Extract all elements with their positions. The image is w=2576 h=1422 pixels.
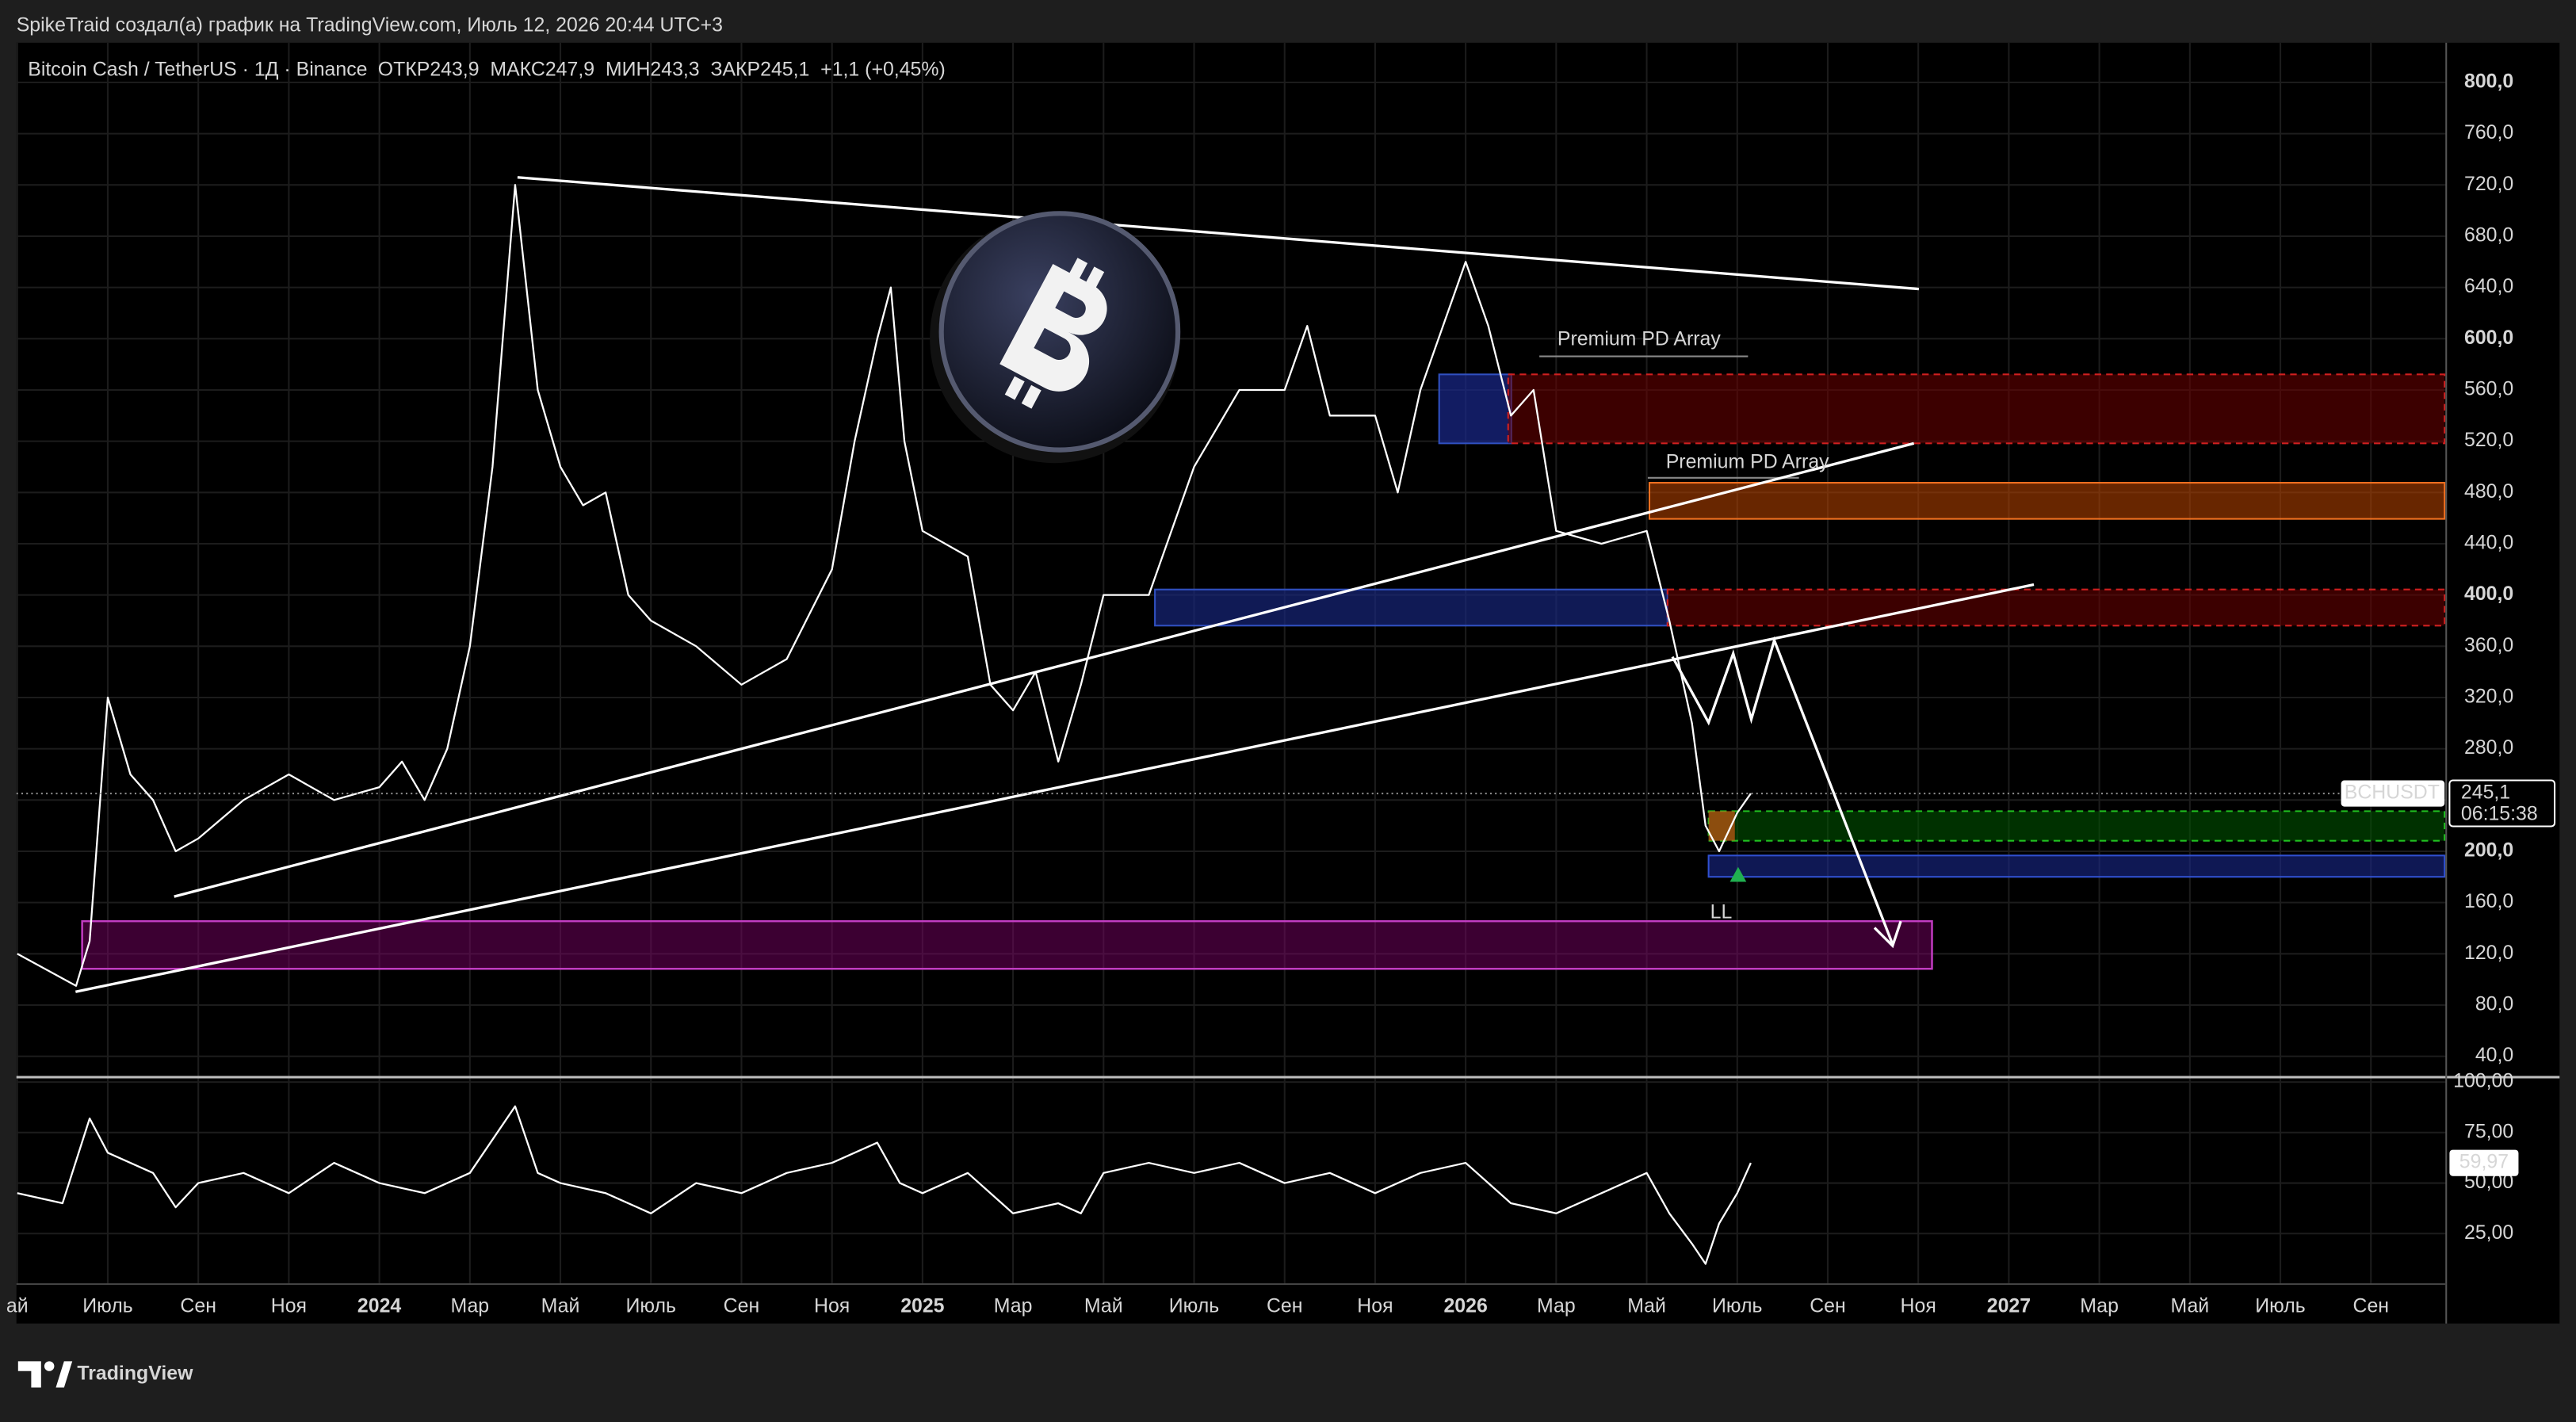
order-block [1438,373,1512,445]
chart-area [16,42,2560,1324]
x-tick-label: Сен [724,1295,760,1317]
x-tick-label: Май [1627,1295,1666,1317]
annotation: Premium PD Array [1557,327,1721,350]
attribution: SpikeTraid создал(а) график на TradingVi… [17,14,723,36]
b-bar [1004,376,1025,400]
x-tick-label: Мар [450,1295,489,1317]
x-tick-label: Мар [994,1295,1033,1317]
x-tick-label: Май [541,1295,580,1317]
x-tick-label: Сен [180,1295,216,1317]
x-tick-label: Ноя [814,1295,850,1317]
logo-part [55,1361,73,1388]
order-block [1707,854,2446,878]
x-tick-label: Сен [1810,1295,1846,1317]
y-tick-label: 280,0 [2464,736,2513,759]
x-tick-label: Июль [1169,1295,1219,1317]
annotation: Premium PD Array [1666,451,1829,473]
trend-line [75,583,2035,993]
signal-arrow [1729,866,1747,882]
supply-zone [1666,588,2446,627]
countdown: 06:15:38 [2461,803,2538,825]
logo-part [44,1361,55,1371]
b-bar [1084,266,1105,291]
demand-zone [81,919,1933,970]
coin-icon [930,211,1181,464]
y-tick-label: 320,0 [2464,686,2513,708]
x-tick-label: Июль [2255,1295,2305,1317]
y-tick-label: 80,0 [2475,993,2513,1015]
symbol-tag-label: BCHUSDT [2345,782,2440,804]
x-tick-label: 2025 [900,1295,944,1317]
x-tick-label: Сен [1267,1295,1303,1317]
x-tick-label: Сен [2352,1295,2389,1317]
y-tick-label: 400,0 [2464,583,2513,605]
annotation: LL [1710,900,1733,923]
brand-logo: TradingView [17,1361,193,1388]
logo-part [17,1361,41,1388]
trend-line [174,442,1915,898]
b-bar [1068,258,1088,282]
x-tick-label: 2026 [1443,1295,1487,1317]
price-tag-value: 245,1 [2461,782,2510,804]
rsi-tag-value: 59,97 [2459,1151,2509,1173]
y-tick-label: 120,0 [2464,942,2513,964]
drawings: Premium PD Array Premium PD Array LL [75,176,2446,993]
y-tick-label: 720,0 [2464,173,2513,195]
y-tick-label: 160,0 [2464,890,2513,912]
x-tick-label: Ноя [271,1295,307,1317]
y-tick-label: 560,0 [2464,378,2513,400]
y-tick-label: 680,0 [2464,224,2513,247]
y-tick-label: 440,0 [2464,532,2513,554]
x-tick-label: Май [1084,1295,1123,1317]
y-tick-label: 760,0 [2464,121,2513,143]
symbol-title: Bitcoin Cash / TetherUS · 1Д · Binance [28,59,367,81]
y-tick-label: 520,0 [2464,429,2513,451]
y-tick-label: 640,0 [2464,275,2513,297]
trend-line [517,176,1920,291]
coin-symbol [999,258,1107,409]
premium-zone [1507,373,2446,445]
symbol-tag [2341,780,2445,807]
x-tick-label: ай [6,1295,29,1317]
projection [1671,636,1894,945]
y-tick-label: 25,00 [2464,1221,2513,1244]
projection-arrowhead [1873,920,1902,949]
x-tick-label: 2024 [357,1295,401,1317]
rsi-tag [2449,1149,2519,1176]
y-tick-label: 800,0 [2464,71,2513,93]
axes: ай Июль Сен Ноя 2024 Мар Май Июль Сен Ноя 2025 Мар М… [6,71,2556,1317]
y-tick-label: 600,0 [2464,327,2513,349]
x-tick-label: 2027 [1987,1295,2031,1317]
x-tick-label: Июль [626,1295,676,1317]
x-tick-label: Июль [1712,1295,1762,1317]
brand: TradingView [77,1362,193,1384]
y-tick-label: 200,0 [2464,839,2513,862]
series-line [17,184,1752,987]
fvg-zone [1707,810,2446,842]
premium-zone [1648,482,2446,520]
y-tick-label: 75,00 [2464,1120,2513,1142]
y-tick-label: 480,0 [2464,480,2513,503]
y-tick-label: 40,0 [2475,1044,2513,1066]
y-tick-label: 100,00 [2453,1070,2513,1092]
price-tag [2448,779,2556,828]
x-tick-label: Ноя [1901,1295,1936,1317]
b-glyph [999,263,1107,392]
series-line [17,1105,1752,1265]
x-tick-label: Май [2170,1295,2209,1317]
plot [16,184,2447,1265]
x-tick-label: Ноя [1357,1295,1393,1317]
b-bar [1021,384,1041,409]
x-tick-label: Июль [82,1295,132,1317]
x-tick-label: Мар [2080,1295,2119,1317]
x-tick-label: Мар [1537,1295,1576,1317]
y-tick-label: 360,0 [2464,634,2513,656]
ohlc: ОТКР243,9 МАКС247,9 МИН243,3 ЗАКР245,1 +… [378,59,946,81]
